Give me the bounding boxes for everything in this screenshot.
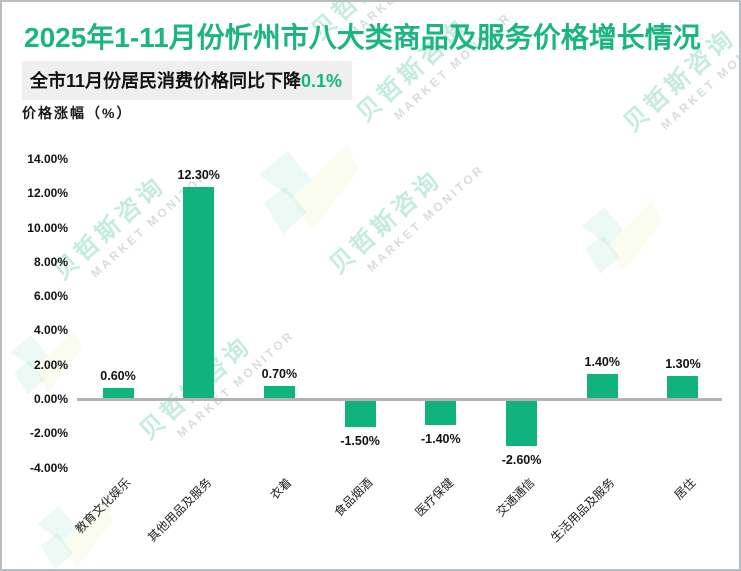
y-axis-tick-label: -4.00%: [29, 460, 68, 475]
bar-5: [506, 401, 538, 446]
category-label: 居住: [671, 475, 699, 503]
subtitle-callout: 全市11月份居民消费价格同比下降0.1%: [22, 61, 353, 100]
bar-value-label: -1.50%: [340, 433, 380, 448]
x-axis-baseline: [77, 398, 722, 401]
page-title: 2025年1-11月份忻州市八大类商品及服务价格增长情况: [24, 22, 701, 53]
y-axis-tick-label: 14.00%: [27, 151, 68, 166]
y-axis-tick-label: -2.00%: [29, 426, 68, 441]
y-axis-tick-label: 6.00%: [33, 289, 68, 304]
bar-6: [586, 373, 618, 398]
subtitle-highlight-value: 0.1%: [301, 71, 343, 91]
category-label: 交通通信: [493, 475, 537, 520]
bar-4: [425, 401, 457, 425]
y-axis-tick-label: 8.00%: [33, 254, 68, 269]
bar-value-label: -2.60%: [501, 452, 542, 467]
bar-3: [344, 401, 376, 427]
y-axis-tick-label: 2.00%: [33, 357, 68, 372]
category-label: 食品烟酒: [331, 475, 376, 520]
bar-value-label: 1.40%: [584, 354, 620, 369]
category-label: 生活用品及服务: [548, 475, 618, 545]
bar-2: [263, 385, 295, 398]
category-label: 医疗保健: [412, 475, 457, 520]
bar-value-label: -1.40%: [421, 432, 461, 446]
bar-value-label: 0.70%: [261, 366, 298, 381]
category-label: 教育文化娱乐: [72, 475, 134, 537]
y-axis-title: 价格涨幅（%）: [22, 105, 133, 121]
bar-7: [667, 375, 699, 398]
subtitle-text: 全市11月份居民消费价格同比下降: [30, 71, 302, 91]
y-axis-tick-label: 0.00%: [33, 392, 68, 406]
bar-1: [183, 187, 215, 398]
y-axis-tick-label: 12.00%: [27, 186, 68, 201]
bar-value-label: 12.30%: [177, 168, 220, 183]
bar-value-label: 0.60%: [100, 368, 136, 383]
bar-value-label: 1.30%: [665, 356, 701, 371]
y-axis-tick-label: 10.00%: [27, 220, 68, 235]
bar-0: [102, 387, 134, 398]
category-label: 衣着: [267, 475, 295, 503]
category-label: 其他用品及服务: [144, 475, 215, 545]
y-axis-tick-label: 4.00%: [33, 323, 68, 338]
